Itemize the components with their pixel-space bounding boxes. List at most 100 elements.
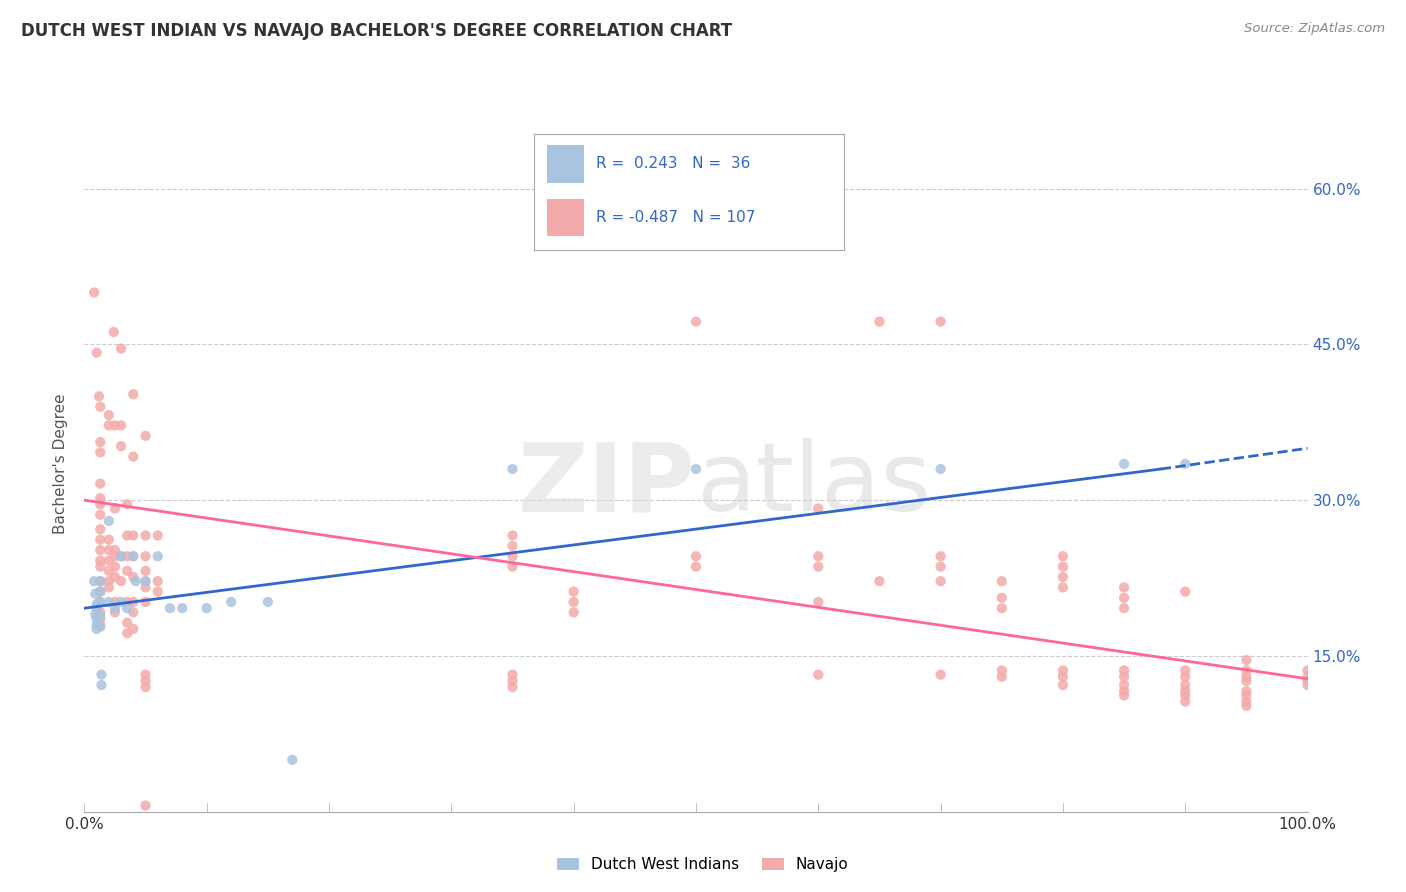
Point — [122, 387, 145, 401]
Point — [502, 539, 524, 553]
Point — [97, 581, 120, 595]
Point — [991, 591, 1014, 605]
Point — [89, 491, 111, 505]
Point — [90, 667, 112, 681]
Text: R = -0.487   N = 107: R = -0.487 N = 107 — [596, 210, 755, 225]
Point — [89, 605, 111, 619]
Point — [110, 549, 132, 564]
Point — [103, 325, 125, 339]
Point — [1114, 457, 1136, 471]
Point — [89, 435, 111, 450]
Point — [97, 408, 120, 422]
Point — [1174, 457, 1197, 471]
Point — [115, 549, 138, 564]
Point — [281, 753, 304, 767]
Point — [502, 673, 524, 688]
Point — [1296, 673, 1319, 688]
Point — [807, 667, 830, 681]
Point — [929, 315, 952, 329]
Point — [135, 680, 157, 694]
Point — [89, 584, 111, 599]
Point — [89, 445, 111, 459]
FancyBboxPatch shape — [547, 199, 583, 235]
Point — [86, 617, 108, 632]
Point — [89, 611, 111, 625]
Point — [1114, 670, 1136, 684]
Point — [86, 345, 108, 359]
Point — [502, 528, 524, 542]
Point — [1114, 684, 1136, 698]
Point — [135, 581, 157, 595]
Point — [1236, 684, 1258, 698]
Point — [122, 450, 145, 464]
Point — [89, 574, 111, 589]
Point — [89, 508, 111, 522]
Point — [89, 574, 111, 589]
Point — [104, 559, 127, 574]
Point — [110, 439, 132, 453]
Point — [122, 595, 145, 609]
Point — [1052, 664, 1074, 678]
Point — [89, 476, 111, 491]
Point — [807, 501, 830, 516]
Point — [115, 595, 138, 609]
Point — [97, 533, 120, 547]
Text: R =  0.243   N =  36: R = 0.243 N = 36 — [596, 156, 751, 171]
Point — [1114, 601, 1136, 615]
Point — [1052, 670, 1074, 684]
Point — [89, 617, 111, 632]
Point — [1174, 584, 1197, 599]
Point — [89, 553, 111, 567]
Point — [807, 549, 830, 564]
Point — [115, 528, 138, 542]
Point — [115, 497, 138, 511]
Point — [97, 543, 120, 558]
Point — [257, 595, 280, 609]
Point — [929, 667, 952, 681]
Point — [135, 564, 157, 578]
Point — [1296, 678, 1319, 692]
Point — [1052, 559, 1074, 574]
Point — [115, 601, 138, 615]
Point — [1052, 549, 1074, 564]
Point — [135, 574, 157, 589]
Point — [1114, 678, 1136, 692]
Point — [86, 601, 108, 615]
Point — [83, 285, 105, 300]
Point — [135, 667, 157, 681]
Point — [97, 564, 120, 578]
Point — [929, 549, 952, 564]
Point — [1174, 684, 1197, 698]
Point — [562, 584, 585, 599]
Point — [172, 601, 194, 615]
Point — [89, 559, 111, 574]
Point — [104, 501, 127, 516]
Point — [104, 595, 127, 609]
Point — [1236, 673, 1258, 688]
Point — [1114, 591, 1136, 605]
Text: DUTCH WEST INDIAN VS NAVAJO BACHELOR'S DEGREE CORRELATION CHART: DUTCH WEST INDIAN VS NAVAJO BACHELOR'S D… — [21, 22, 733, 40]
Point — [110, 342, 132, 356]
Point — [122, 622, 145, 636]
Point — [89, 595, 111, 609]
Point — [89, 533, 111, 547]
Point — [159, 601, 181, 615]
Point — [122, 549, 145, 564]
Point — [1296, 664, 1319, 678]
Point — [115, 564, 138, 578]
Point — [122, 605, 145, 619]
Point — [135, 549, 157, 564]
Point — [1236, 653, 1258, 667]
Point — [83, 574, 105, 589]
Point — [115, 626, 138, 640]
Point — [685, 559, 707, 574]
Point — [1174, 695, 1197, 709]
Point — [104, 543, 127, 558]
Point — [97, 595, 120, 609]
Point — [502, 680, 524, 694]
Point — [1236, 698, 1258, 713]
Point — [807, 595, 830, 609]
Point — [86, 611, 108, 625]
Point — [104, 601, 127, 615]
Point — [97, 553, 120, 567]
